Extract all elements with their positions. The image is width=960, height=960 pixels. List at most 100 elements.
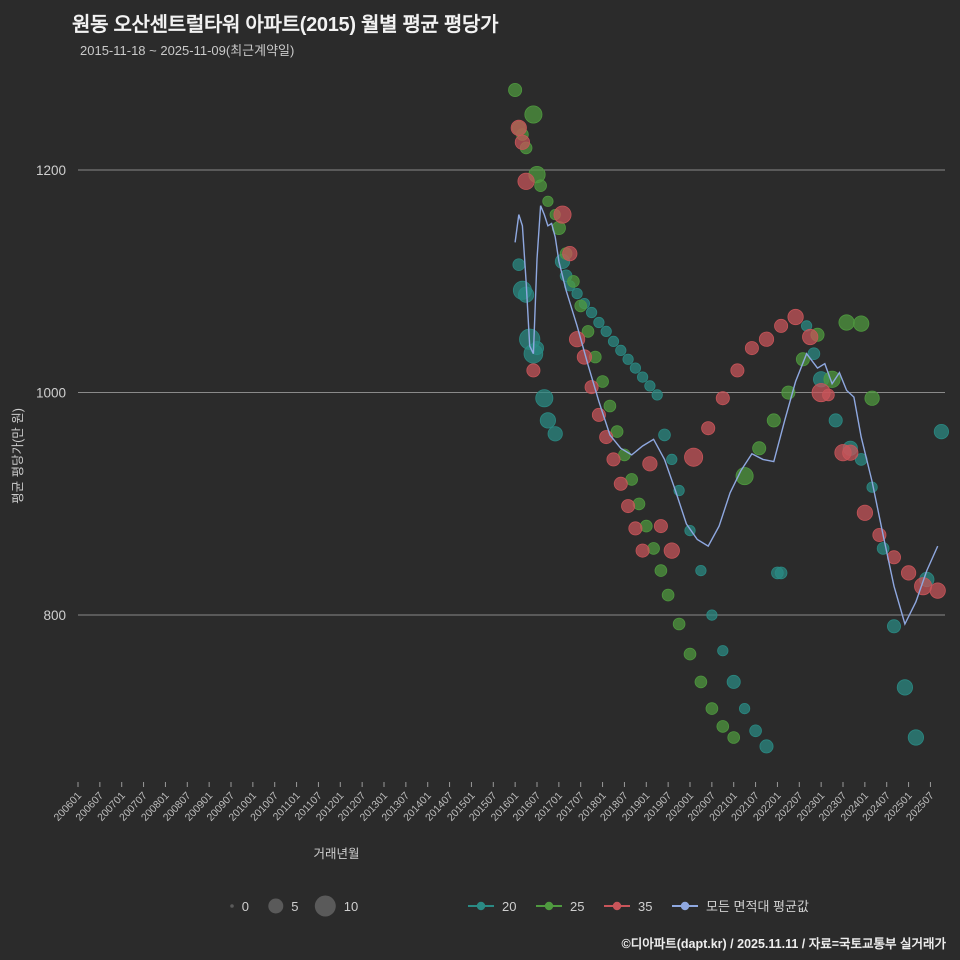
data-point-bubble[interactable] — [807, 347, 821, 361]
data-point-bubble[interactable] — [585, 306, 598, 319]
data-point-bubble[interactable] — [666, 453, 678, 465]
data-point-bubble[interactable] — [553, 205, 572, 224]
data-point-bubble[interactable] — [684, 447, 704, 467]
data-point-bubble[interactable] — [606, 452, 621, 467]
data-point-bubble[interactable] — [715, 391, 730, 406]
data-point-bubble[interactable] — [603, 399, 617, 413]
data-point-bubble[interactable] — [661, 588, 675, 602]
data-point-bubble[interactable] — [701, 421, 716, 436]
legend-series-label[interactable]: 20 — [502, 899, 516, 914]
data-point-bubble[interactable] — [635, 543, 650, 558]
data-point-bubble[interactable] — [632, 497, 646, 511]
page-title: 원동 오산센트럴타워 아파트(2015) 월별 평균 평당가 — [72, 14, 499, 36]
data-point-bubble[interactable] — [749, 724, 762, 738]
data-point-bubble[interactable] — [787, 308, 804, 326]
data-point-bubble[interactable] — [887, 619, 902, 634]
data-point-bubble[interactable] — [933, 423, 950, 440]
data-point-bubble[interactable] — [581, 325, 595, 338]
legend-series-marker[interactable] — [544, 901, 554, 911]
data-point-bubble[interactable] — [628, 521, 643, 536]
data-point-bubble[interactable] — [672, 617, 686, 631]
legend-series-label[interactable]: 25 — [570, 899, 584, 914]
legend-series-marker[interactable] — [680, 901, 690, 911]
data-point-bubble[interactable] — [802, 328, 819, 346]
data-point-bubble[interactable] — [524, 105, 543, 124]
data-point-bubble[interactable] — [629, 362, 642, 374]
data-point-bubble[interactable] — [683, 647, 697, 661]
data-point-bubble[interactable] — [706, 609, 718, 621]
data-point-bubble[interactable] — [642, 456, 658, 472]
legend-size-label: 10 — [344, 899, 358, 914]
data-point-bubble[interactable] — [774, 566, 788, 580]
data-point-bubble[interactable] — [568, 331, 586, 348]
data-point-bubble[interactable] — [759, 739, 774, 754]
data-point-bubble[interactable] — [695, 564, 707, 577]
data-point-bubble[interactable] — [615, 344, 627, 356]
data-point-bubble[interactable] — [654, 564, 668, 577]
data-point-bubble[interactable] — [727, 731, 740, 744]
data-point-bubble[interactable] — [774, 318, 789, 333]
data-point-bubble[interactable] — [514, 134, 531, 150]
legend-series-marker[interactable] — [612, 901, 622, 911]
data-point-bubble[interactable] — [744, 341, 759, 356]
data-point-bubble[interactable] — [758, 331, 775, 347]
data-point-bubble[interactable] — [621, 499, 636, 514]
data-point-bubble[interactable] — [766, 413, 781, 428]
data-point-bubble[interactable] — [828, 413, 843, 428]
data-point-bubble[interactable] — [730, 363, 745, 378]
data-point-bubble[interactable] — [562, 246, 578, 262]
data-point-bubble[interactable] — [838, 314, 855, 331]
data-point-bubble[interactable] — [600, 325, 612, 337]
data-point-bubble[interactable] — [613, 476, 628, 491]
data-point-bubble[interactable] — [823, 370, 841, 388]
data-point-bubble[interactable] — [663, 542, 680, 559]
data-point-bubble[interactable] — [644, 380, 656, 392]
data-point-bubble[interactable] — [705, 702, 719, 715]
data-point-bubble[interactable] — [853, 315, 870, 332]
data-point-bubble[interactable] — [547, 426, 563, 442]
legend-series-label[interactable]: 모든 면적대 평균값 — [706, 899, 809, 914]
data-point-bubble[interactable] — [539, 412, 557, 429]
data-point-bubble[interactable] — [842, 444, 859, 461]
data-point-bubble[interactable] — [571, 287, 583, 300]
data-point-bubble[interactable] — [822, 388, 835, 402]
data-point-bubble[interactable] — [717, 645, 729, 657]
data-point-bubble[interactable] — [896, 679, 914, 696]
data-point-bubble[interactable] — [636, 371, 649, 383]
legend-series-label[interactable]: 35 — [638, 899, 652, 914]
legend-series-marker[interactable] — [476, 901, 486, 911]
data-point-bubble[interactable] — [694, 675, 708, 689]
page-subtitle: 2015-11-18 ~ 2025-11-09(최근계약일) — [80, 43, 295, 58]
data-point-bubble[interactable] — [726, 674, 741, 689]
data-point-bubble[interactable] — [534, 179, 547, 193]
data-point-bubble[interactable] — [651, 389, 663, 401]
data-point-bubble[interactable] — [542, 195, 554, 207]
data-point-bubble[interactable] — [929, 582, 946, 599]
data-point-bubble[interactable] — [658, 428, 671, 442]
data-point-bubble[interactable] — [639, 519, 653, 533]
data-point-bubble[interactable] — [856, 504, 874, 521]
data-point-bubble[interactable] — [593, 316, 605, 329]
data-point-bubble[interactable] — [574, 299, 587, 313]
data-point-bubble[interactable] — [512, 258, 526, 272]
data-point-bubble[interactable] — [752, 441, 767, 456]
data-point-bubble[interactable] — [738, 702, 751, 715]
data-point-bubble[interactable] — [517, 172, 535, 190]
data-point-bubble[interactable] — [716, 720, 730, 733]
y-axis-tick-label: 1000 — [36, 386, 66, 401]
data-point-bubble[interactable] — [647, 542, 660, 555]
data-point-bubble[interactable] — [535, 389, 554, 408]
data-point-bubble[interactable] — [596, 375, 609, 388]
data-point-bubble[interactable] — [567, 275, 580, 288]
data-point-bubble[interactable] — [864, 390, 880, 406]
data-point-bubble[interactable] — [653, 519, 668, 534]
data-point-bubble[interactable] — [900, 565, 917, 581]
data-point-bubble[interactable] — [510, 119, 527, 137]
data-point-bubble[interactable] — [610, 425, 624, 438]
data-point-bubble[interactable] — [607, 335, 620, 347]
data-point-bubble[interactable] — [622, 353, 634, 365]
data-point-bubble[interactable] — [508, 83, 523, 98]
data-point-bubble[interactable] — [526, 363, 541, 378]
data-point-bubble[interactable] — [907, 729, 925, 746]
